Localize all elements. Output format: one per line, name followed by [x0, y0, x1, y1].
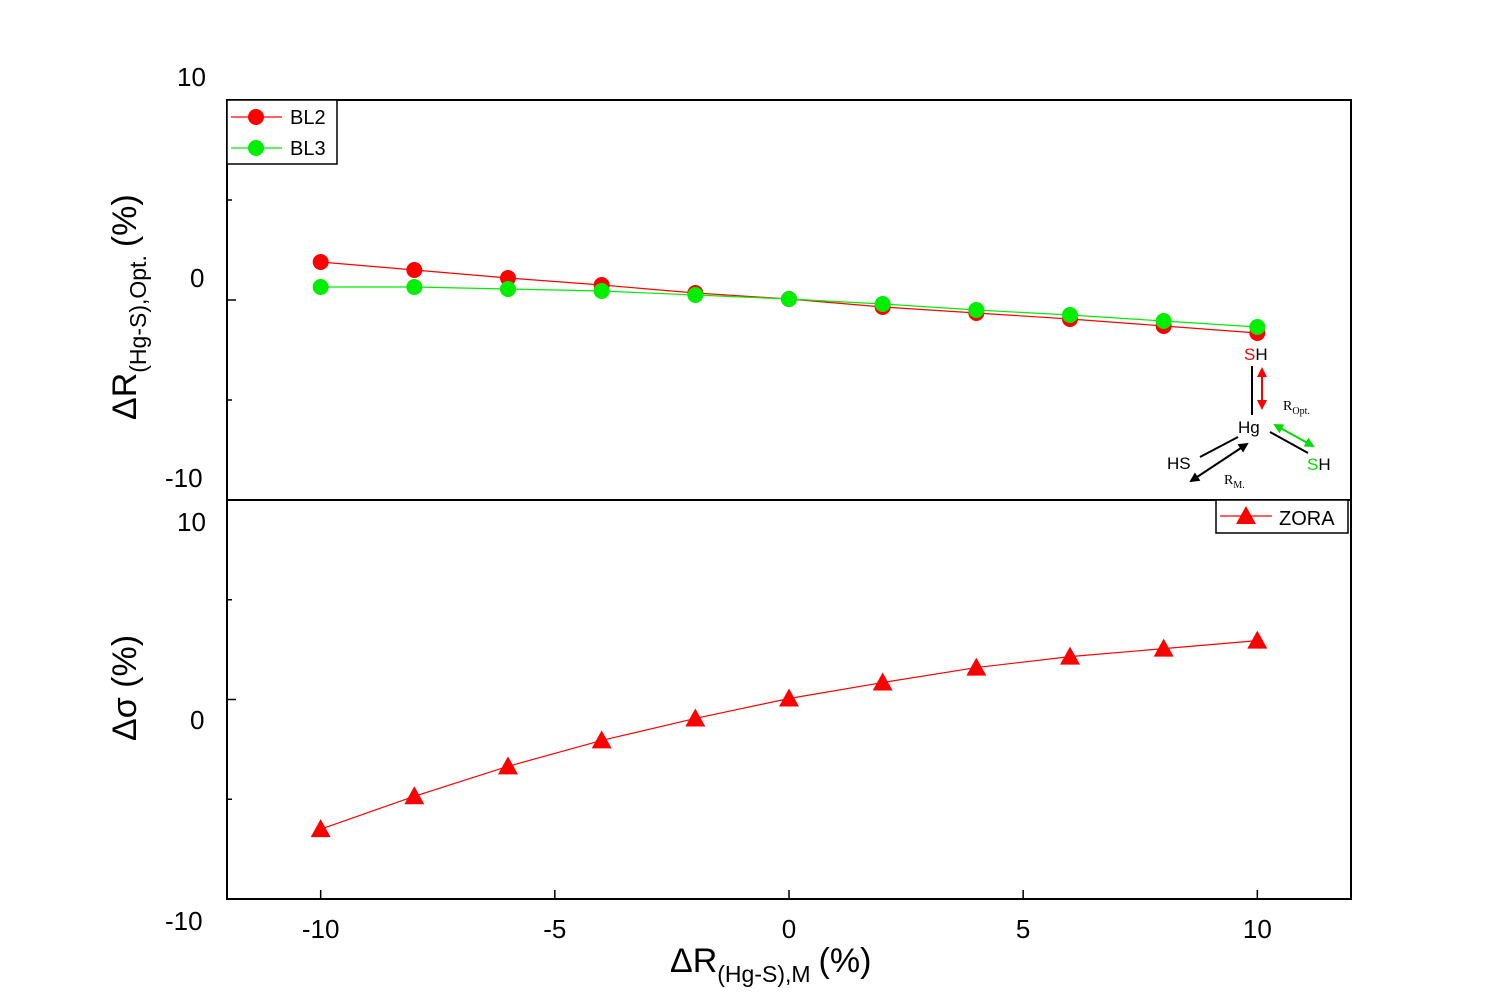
data-point-bl3 [312, 279, 329, 295]
inset-arrow-r-m-black [1189, 442, 1249, 483]
inset-hs-label: HS [1167, 454, 1191, 473]
data-point-zora [685, 708, 706, 727]
data-point-zora [1247, 630, 1268, 649]
legend-bl3-label: BL3 [290, 138, 326, 160]
inset-sh-right: SH [1307, 455, 1331, 474]
data-point-bl3 [500, 281, 516, 297]
x-tick-label: 5 [1016, 914, 1030, 944]
inset-r-m-label: RM. [1224, 473, 1245, 491]
data-point-bl3 [687, 287, 704, 303]
data-point-zora [310, 819, 331, 838]
data-point-bl2 [406, 262, 423, 278]
data-point-zora [779, 688, 799, 707]
legend-bl3-marker [248, 140, 264, 156]
molecule-inset: SH Hg ROpt. SH HS RM. [1167, 345, 1331, 491]
x-tick-label: -5 [543, 914, 566, 944]
series-bl3 [312, 279, 1266, 335]
data-point-zora [1060, 646, 1080, 665]
series-zora [310, 630, 1268, 838]
data-point-zora [966, 657, 987, 676]
data-point-bl3 [1062, 307, 1078, 323]
top-legend: BL2 BL3 [226, 99, 338, 165]
data-point-bl2 [500, 270, 516, 286]
x-axis-title: ΔR(Hg-S),M (%) [670, 942, 871, 987]
inset-hg-label: Hg [1238, 418, 1260, 437]
legend-bl2-marker [248, 109, 264, 125]
data-point-zora [872, 672, 893, 691]
top-ytick-label-0: 0 [190, 263, 204, 293]
data-point-zora [1153, 638, 1174, 657]
data-point-zora [591, 730, 612, 749]
x-tick-label: 10 [1243, 914, 1272, 944]
inset-bond-hg-s-right [1269, 431, 1309, 454]
data-point-bl3 [1155, 313, 1172, 329]
x-tick-label: -10 [302, 914, 340, 944]
data-point-bl3 [874, 296, 891, 312]
data-point-bl2 [312, 254, 329, 270]
top-legend-box [226, 99, 338, 165]
data-point-bl3 [781, 291, 797, 307]
series-layer [310, 254, 1268, 838]
inset-arrow-r-opt-green [1273, 424, 1315, 447]
inset-r-opt-label: ROpt. [1283, 399, 1310, 417]
data-point-bl3 [593, 283, 610, 299]
bottom-ytick-label-minus10: -10 [165, 906, 203, 936]
data-point-zora [498, 756, 518, 775]
top-ytick-label-10: 10 [177, 62, 206, 92]
data-point-bl3 [968, 302, 985, 318]
legend-bl2-label: BL2 [290, 107, 326, 129]
legend-zora-marker [1236, 506, 1256, 524]
top-y-axis-title: ΔR(Hg-S),Opt.(%) [106, 194, 151, 420]
x-tick-labels: -10 -5 0 5 10 [302, 914, 1272, 944]
data-point-zora [404, 786, 425, 805]
bottom-legend: ZORA [1215, 499, 1349, 534]
data-point-bl3 [1249, 319, 1266, 335]
top-ytick-label-minus10: -10 [165, 463, 203, 493]
inset-sh-top: SH [1244, 345, 1268, 364]
bottom-ytick-label-10: 10 [177, 507, 206, 537]
bottom-y-axis-title: Δσ (%) [106, 635, 144, 741]
x-tick-label: 0 [782, 914, 796, 944]
data-point-bl3 [406, 279, 423, 295]
legend-zora-label: ZORA [1279, 508, 1335, 530]
series-line-zora [320, 640, 1258, 830]
bottom-ytick-label-0: 0 [190, 705, 204, 735]
